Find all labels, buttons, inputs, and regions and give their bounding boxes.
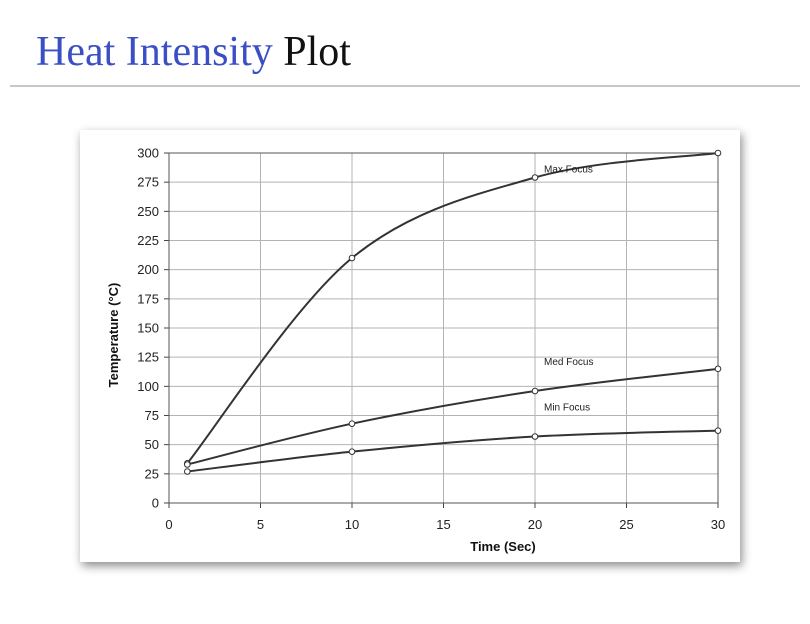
y-tick-label: 250 [137,204,159,219]
plot-frame [164,152,719,508]
data-point [714,365,722,373]
y-tick-label: 275 [137,175,159,190]
data-point [348,254,356,262]
data-point [714,427,722,434]
plot-border [168,152,719,504]
slide-title-accent: Heat Intensity [36,29,273,75]
data-point [348,448,356,455]
chart-card: 0 25 50 75 100 125 150 175 200 225 250 275 300 0 5 10 1… [80,130,740,562]
y-tick-label: 125 [137,350,159,365]
y-tick-label: 150 [137,321,159,336]
x-tick-label: 10 [345,517,359,532]
y-tick-label: 225 [137,233,159,248]
y-tick-label: 175 [137,291,159,306]
y-tick-label: 100 [137,379,159,394]
title-divider [10,85,800,87]
series-line-min-focus [187,429,719,473]
y-tick-label: 50 [145,437,159,452]
series-max-focus: Max Focus [184,149,722,467]
x-tick-label: 25 [619,517,633,532]
data-point [531,387,539,395]
data-point [714,149,722,157]
series-label: Med Focus [544,357,593,368]
data-point [531,433,539,440]
slide-title: Heat Intensity Plot [36,26,351,78]
series-min-focus: Min Focus [184,403,722,475]
x-tick-label: 5 [257,517,264,532]
data-point [184,468,191,475]
x-tick-label: 20 [528,517,542,532]
x-tick-labels: 0 5 10 15 20 25 30 [165,517,725,532]
line-chart: 0 25 50 75 100 125 150 175 200 225 250 275 300 0 5 10 1… [106,146,725,555]
x-tick-label: 30 [711,517,725,532]
slide-title-rest: Plot [283,29,351,75]
y-tick-label: 0 [152,496,159,511]
series-label: Min Focus [544,403,590,414]
y-tick-label: 75 [145,408,159,423]
data-point [348,420,356,427]
y-axis-label: Temperature (°C) [106,283,121,388]
series-group: Max Focus Med Focus Min Focus [184,149,722,475]
data-point [184,461,191,468]
x-tick-label: 0 [165,517,172,532]
y-tick-label: 25 [145,466,159,481]
x-axis-label: Time (Sec) [470,539,536,554]
y-tick-labels: 0 25 50 75 100 125 150 175 200 225 250 275 300 [137,146,159,511]
series-line-max-focus [186,152,719,464]
x-tick-label: 15 [436,517,450,532]
series-line-med-focus [187,367,719,466]
y-tick-label: 300 [137,146,159,161]
data-point [531,174,539,181]
y-tick-label: 200 [137,262,159,277]
series-med-focus: Med Focus [184,357,722,468]
series-label: Max Focus [544,165,593,176]
